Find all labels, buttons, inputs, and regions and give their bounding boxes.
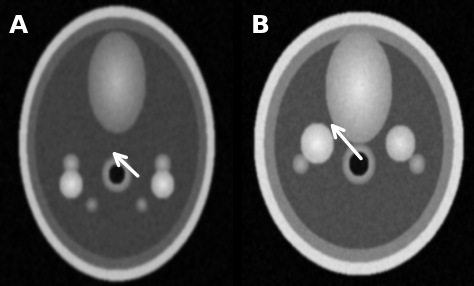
Text: A: A [9,14,28,38]
Text: B: B [251,14,270,38]
